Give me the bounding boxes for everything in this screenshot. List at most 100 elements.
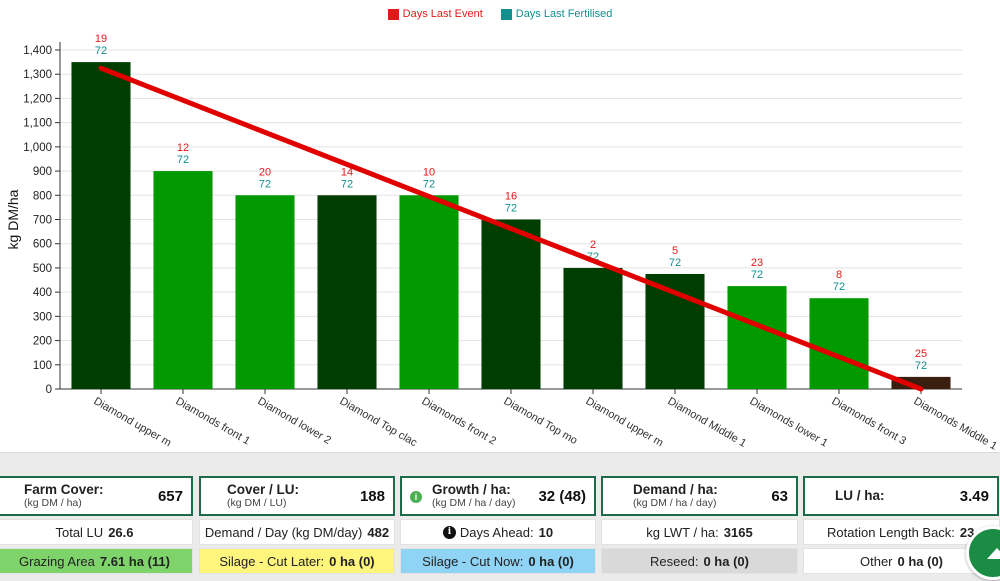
data-label-days-last-event: 12: [177, 142, 189, 154]
x-tick-label: Diamonds front 1: [174, 395, 253, 447]
days-ahead-row: i Days Ahead: 10: [400, 519, 596, 545]
bar: [727, 286, 787, 389]
demand-day-value: 482: [367, 524, 390, 540]
y-tick-label: 1,200: [23, 93, 52, 105]
lu-ha-card: LU / ha: 3.49: [803, 476, 999, 516]
legend-item-days-last-fertilised[interactable]: Days Last Fertilised: [500, 8, 613, 20]
cover-lu-label: Cover / LU:: [227, 481, 300, 497]
grazing-area-label: Grazing Area: [19, 553, 95, 569]
y-tick-label: 1,300: [23, 69, 52, 81]
info-icon[interactable]: i: [410, 491, 422, 503]
legend-label-days-last-event: Days Last Event: [402, 8, 483, 20]
data-label-days-last-fertilised: 72: [95, 45, 107, 57]
data-label-days-last-fertilised: 72: [669, 257, 681, 269]
x-tick-label: Diamonds front 3: [830, 395, 909, 447]
data-label-days-last-event: 16: [505, 191, 517, 203]
data-label-days-last-event: 19: [95, 33, 107, 45]
bar: [481, 219, 541, 389]
days-ahead-label: Days Ahead:: [459, 524, 534, 540]
cover-lu-value: 188: [359, 487, 385, 505]
silage-later-row[interactable]: Silage - Cut Later: 0 ha (0): [199, 548, 395, 574]
total-lu-value: 26.6: [108, 524, 134, 540]
silage-now-label: Silage - Cut Now:: [422, 553, 524, 569]
demand-label: Demand / ha:: [633, 481, 718, 497]
data-label-days-last-event: 23: [751, 257, 763, 269]
x-tick-label: Diamond upper m: [92, 395, 174, 449]
x-tick-label: Diamond Top clac: [338, 395, 420, 449]
legend-item-days-last-event[interactable]: Days Last Event: [387, 8, 483, 20]
legend-label-days-last-fertilised: Days Last Fertilised: [515, 8, 613, 20]
x-tick-label: Diamond Top mo: [502, 395, 580, 447]
farm-cover-unit: (kg DM / ha): [24, 496, 82, 509]
x-tick-label: Diamond lower 2: [256, 395, 333, 447]
y-tick-label: 1,100: [23, 118, 52, 130]
grazing-area-value: 7.61 ha (11): [99, 553, 170, 569]
bar-chart-svg: 0 100 200 300 400 500 600 700 800 900 1,000 1,100 1,…: [5, 33, 999, 452]
kg-lwt-value: 3165: [723, 524, 753, 540]
data-label-days-last-fertilised: 72: [833, 281, 845, 293]
data-label-days-last-event: 5: [672, 245, 678, 257]
days-ahead-value: 10: [538, 524, 554, 540]
lu-ha-value: 3.49: [959, 487, 989, 505]
grazing-area-row[interactable]: Grazing Area 7.61 ha (11): [0, 548, 193, 574]
y-tick-label: 1,400: [23, 45, 52, 57]
y-tick-label: 700: [33, 215, 52, 227]
x-tick-label: Diamonds lower 1: [748, 395, 830, 449]
bar: [71, 62, 131, 389]
silage-now-value: 0 ha (0): [528, 553, 574, 569]
rotation-label: Rotation Length Back:: [827, 524, 955, 540]
x-tick-label: Diamond Middle 1: [666, 395, 749, 450]
lu-ha-label: LU / ha:: [835, 487, 885, 503]
bar: [891, 376, 951, 389]
rotation-row: Rotation Length Back: 23: [803, 519, 1000, 545]
y-axis-title: kg DM/ha: [5, 189, 21, 249]
cover-lu-unit: (kg DM / LU): [227, 496, 287, 509]
other-value: 0 ha (0): [897, 553, 944, 569]
growth-value: 32 (48): [538, 487, 586, 505]
data-label-days-last-fertilised: 72: [259, 178, 271, 190]
demand-unit: (kg DM / ha / day): [633, 496, 717, 509]
demand-value: 63: [771, 487, 788, 505]
pasture-cover-chart: Days Last Event Days Last Fertilised 0 10…: [0, 8, 1000, 452]
data-label-days-last-event: 10: [423, 166, 435, 178]
farm-cover-value: 657: [157, 487, 183, 505]
bar: [563, 267, 623, 389]
y-tick-label: 200: [33, 336, 52, 348]
x-tick-label: Diamonds front 2: [420, 395, 499, 447]
data-label-days-last-event: 8: [836, 269, 842, 281]
bar: [399, 195, 459, 389]
feed-wedge-line: [98, 65, 924, 392]
bar: [317, 195, 377, 389]
growth-label: Growth / ha:: [432, 481, 511, 497]
bar: [809, 298, 869, 389]
total-lu-label: Total LU: [55, 524, 104, 540]
y-tick-label: 0: [46, 384, 52, 396]
growth-card: i Growth / ha: (kg DM / ha / day) 32 (48): [400, 476, 596, 516]
data-label-days-last-fertilised: 72: [915, 360, 927, 372]
data-label-days-last-fertilised: 72: [177, 154, 189, 166]
y-tick-label: 300: [33, 311, 52, 323]
chart-legend: Days Last Event Days Last Fertilised: [0, 8, 1000, 20]
farm-cover-card: Farm Cover: (kg DM / ha) 657: [0, 476, 193, 516]
days-ahead-info-icon[interactable]: i: [442, 525, 456, 539]
silage-later-value: 0 ha (0): [329, 553, 375, 569]
y-tick-label: 800: [33, 190, 52, 202]
silage-now-row[interactable]: Silage - Cut Now: 0 ha (0): [400, 548, 596, 574]
total-lu-row: Total LU 26.6: [0, 519, 193, 545]
farm-cover-label: Farm Cover:: [24, 481, 104, 497]
data-label-days-last-fertilised: 72: [341, 178, 353, 190]
data-label-days-last-fertilised: 72: [423, 178, 435, 190]
data-label-days-last-fertilised: 72: [505, 203, 517, 215]
growth-unit: (kg DM / ha / day): [432, 496, 516, 509]
reseed-label: Reseed:: [650, 553, 699, 569]
y-tick-label: 400: [33, 287, 52, 299]
reseed-value: 0 ha (0): [703, 553, 749, 569]
y-tick-label: 100: [33, 360, 52, 372]
other-label: Other: [859, 553, 893, 569]
y-tick-label: 600: [33, 239, 52, 251]
legend-swatch-teal: [500, 8, 512, 20]
data-label-days-last-event: 2: [590, 239, 596, 251]
reseed-row[interactable]: Reseed: 0 ha (0): [601, 548, 798, 574]
silage-later-label: Silage - Cut Later:: [219, 553, 325, 569]
y-tick-label: 1,000: [23, 142, 52, 154]
